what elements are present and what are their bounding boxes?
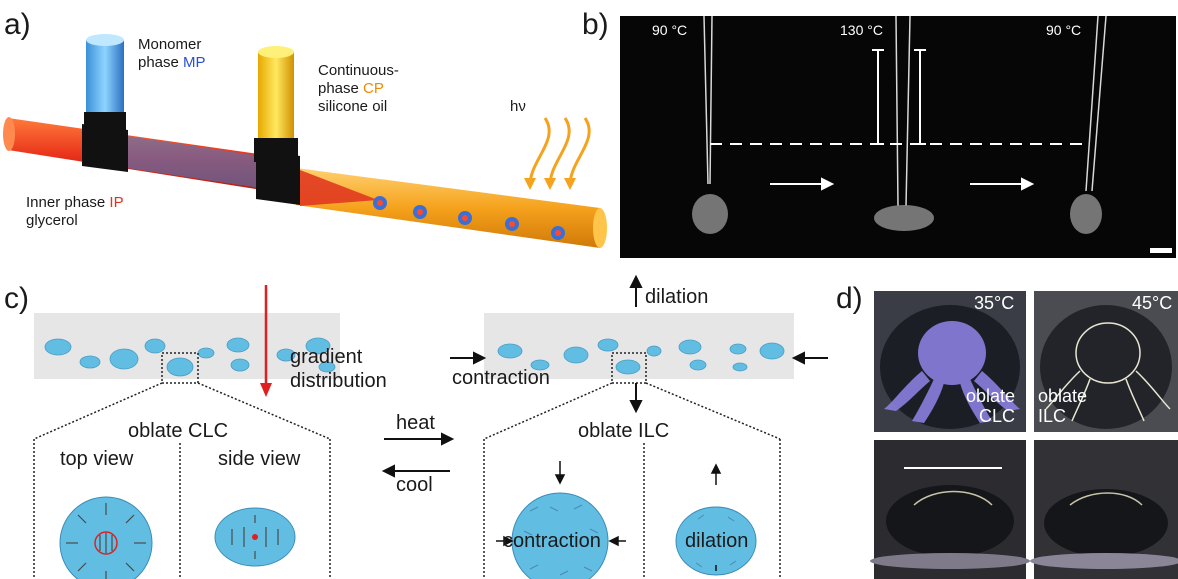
ip-accent: IP (109, 194, 124, 211)
junction-2 (256, 150, 300, 205)
dilation-arrows (710, 463, 722, 571)
side-view-directors (231, 515, 279, 559)
mp-accent: MP (183, 54, 206, 71)
octopus-ilc (1045, 322, 1171, 422)
continuous-cylinder-top (258, 46, 294, 58)
monomer-label-line2: phase MP (138, 54, 206, 72)
panel-a-letter: a) (4, 8, 31, 41)
monomer-label-line1: Monomer (138, 36, 202, 53)
transition-arrows (770, 177, 1035, 191)
octopus-clc (884, 321, 1020, 423)
octopus-photos-overlay (870, 305, 1178, 569)
light-label: hν (510, 98, 526, 115)
inner-label-line2: glycerol (26, 212, 78, 229)
gradient-label-line2: distribution (290, 370, 387, 392)
height-bars (872, 49, 926, 145)
continuous-label-line2: phase CP (318, 80, 399, 98)
microfluidic-device-diagram (3, 34, 607, 248)
oblate-clc-label: oblate CLC (128, 420, 229, 442)
inner-label-line1: Inner phase IP (26, 194, 124, 212)
ilc-zoom-lines (483, 382, 781, 579)
inner-prefix: Inner phase (26, 194, 110, 211)
oblate-ilc-photo-line2: ILC (1038, 406, 1067, 426)
monomer-cylinder-top (86, 34, 124, 46)
continuous-label-line1: Continuous- (318, 62, 399, 79)
contraction-side-label: contraction (452, 367, 550, 389)
panel-d-letter: d) (836, 282, 863, 315)
droplet-2 (874, 205, 934, 231)
dilation-top-label: dilation (645, 286, 709, 308)
gradient-label: gradient distribution (290, 345, 387, 393)
gradient-arrow-head (260, 383, 272, 397)
continuous-label: Continuous- phase CP silicone oil (318, 62, 399, 116)
oblate-clc-photo-label: oblate CLC (966, 386, 1015, 426)
clc-zoom-lines (33, 382, 331, 579)
temp-label-45: 45°C (1132, 293, 1173, 313)
continuous-phase-tube (296, 168, 600, 248)
lc-droplet-diagram (33, 274, 828, 579)
dilation-inner-label: dilation (685, 530, 749, 552)
continuous-cylinder (258, 52, 294, 152)
ilc-selection-box (611, 352, 647, 384)
oblate-clc-photo-line1: oblate (966, 386, 1016, 406)
cool-label: cool (396, 474, 433, 496)
heat-label: heat (396, 412, 435, 434)
inner-label: Inner phase IP glycerol (26, 194, 124, 230)
inner-tube-end (3, 117, 15, 151)
contraction-inner-label: contraction (503, 530, 601, 552)
gradient-label-line1: gradient (290, 346, 363, 368)
heat-cool-arrows (381, 432, 455, 478)
side-view-object-right (1044, 489, 1168, 557)
temp-label-3: 90 °C (1046, 22, 1082, 38)
temp-label-2: 130 °C (840, 22, 883, 38)
film-clc-droplets (44, 337, 336, 377)
film-force-arrows (450, 274, 828, 414)
monomer-channel (120, 135, 300, 194)
light-rays (524, 117, 591, 190)
monomer-prefix: phase (138, 54, 184, 71)
droplet-photo-overlay (692, 15, 1172, 253)
film-ilc-droplets (497, 338, 785, 375)
outer-tube-end (593, 208, 607, 248)
top-view-directors (66, 503, 146, 579)
panel-b-letter: b) (582, 8, 609, 41)
side-view-object-left (886, 485, 1014, 557)
oblate-clc-photo-line2: CLC (979, 406, 1016, 426)
continuous-label-line3: silicone oil (318, 98, 388, 115)
panel-c-letter: c) (4, 282, 29, 315)
droplet-1 (692, 194, 728, 234)
contraction-texture (523, 504, 599, 576)
dilation-texture (695, 514, 737, 568)
nozzle-cone (300, 170, 378, 206)
top-view-label: top view (60, 448, 134, 470)
clc-selection-box (161, 352, 199, 384)
monomer-label: Monomer phase MP (138, 36, 206, 72)
droplets (373, 196, 565, 240)
monomer-collar (84, 112, 126, 136)
oblate-ilc-label: oblate ILC (578, 420, 670, 442)
oblate-ilc-photo-line1: oblate (1038, 386, 1088, 406)
cp-accent: CP (363, 80, 384, 97)
droplet-3 (1070, 194, 1102, 234)
continuous-collar (254, 138, 298, 162)
continuous-prefix: phase (318, 80, 364, 97)
contraction-arrows (496, 461, 626, 547)
scale-bar (1150, 248, 1172, 253)
temp-label-1: 90 °C (652, 22, 688, 38)
oblate-ilc-photo-label: oblate ILC (1038, 386, 1087, 426)
temp-label-35: 35°C (974, 293, 1015, 313)
side-view-label: side view (218, 448, 301, 470)
dilation-droplet (675, 506, 757, 576)
top-view-core (94, 531, 118, 555)
